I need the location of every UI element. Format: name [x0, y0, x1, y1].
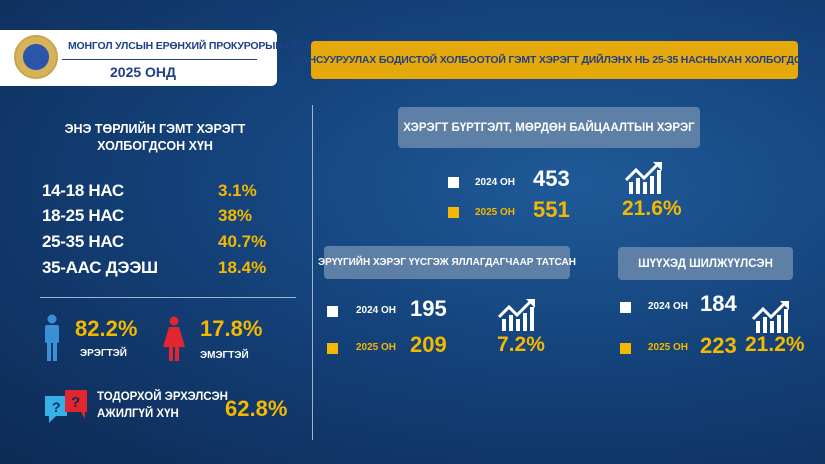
year-2024-label: 2024 ОН [475, 177, 516, 188]
unemployed-percent: 62.8% [225, 396, 288, 421]
section-heading-2: ХОЛБОГДСОН ХҮН [97, 139, 213, 153]
legend-2024-square [327, 306, 338, 317]
age-value: 38% [218, 206, 253, 225]
year-2025-label: 2025 ОН [475, 207, 516, 218]
value-2025: 223 [700, 333, 737, 358]
panel-title-indicted: ЭРҮҮГИЙН ХЭРЭГ ҮҮСГЭЖ ЯЛЛАГДАГЧААР ТАТСА… [318, 246, 576, 279]
question-bubbles-icon: ?? [45, 390, 87, 423]
value-2025: 551 [533, 197, 570, 222]
growth-percent: 21.6% [622, 197, 682, 220]
legend-2024-square [448, 177, 459, 188]
value-2024: 195 [410, 296, 447, 321]
age-value: 18.4% [218, 258, 267, 277]
value-2024: 184 [700, 291, 737, 316]
panel-title-investigation: ХЭРЭГТ БҮРТГЭЛТ, МӨРДӨН БАЙЦААЛТЫН ХЭРЭГ [398, 107, 700, 148]
age-label: 35-ААС ДЭЭШ [42, 258, 158, 277]
legend-2025-square [620, 343, 631, 354]
male-percent: 82.2% [75, 316, 138, 341]
female-percent: 17.8% [200, 316, 263, 341]
age-label: 25-35 НАС [42, 232, 124, 251]
headline-banner: МАНСУУРУУЛАХ БОДИСТОЙ ХОЛБООТОЙ ГЭМТ ХЭР… [293, 41, 817, 79]
growth-chart-icon [625, 162, 662, 194]
header-divider [62, 59, 257, 60]
year-2024-label: 2024 ОН [648, 301, 689, 312]
unemployed-label-1: ТОДОРХОЙ ЭРХЭЛСЭН [97, 391, 228, 403]
legend-2025-square [327, 343, 338, 354]
header-year: 2025 ОНД [110, 64, 177, 80]
panel-title-court: ШҮҮХЭД ШИЛЖҮҮЛСЭН [618, 247, 793, 280]
age-label: 14-18 НАС [42, 181, 124, 200]
vertical-divider [312, 105, 313, 440]
growth-percent: 7.2% [497, 333, 545, 356]
legend-2025-square [448, 207, 459, 218]
legend-2024-square [620, 302, 631, 313]
svg-text:?: ? [52, 399, 61, 415]
svg-text:?: ? [71, 394, 80, 411]
growth-chart-icon [498, 299, 535, 331]
growth-chart-icon [752, 301, 789, 333]
female-label: ЭМЭГТЭЙ [200, 350, 249, 361]
male-label: ЭРЭГТЭЙ [80, 348, 127, 359]
year-2025-label: 2025 ОН [356, 342, 397, 353]
female-icon [163, 316, 185, 361]
value-2024: 453 [533, 166, 570, 191]
age-value: 3.1% [218, 181, 257, 200]
male-icon [45, 314, 59, 361]
divider [40, 297, 296, 298]
unemployed-label-2: АЖИЛГҮЙ ХҮН [97, 408, 179, 420]
growth-percent: 21.2% [745, 333, 805, 356]
year-2025-label: 2025 ОН [648, 342, 689, 353]
value-2025: 209 [410, 332, 447, 357]
section-heading-1: ЭНЭ ТӨРЛИЙН ГЭМТ ХЭРЭГТ [64, 122, 246, 136]
age-value: 40.7% [218, 232, 267, 251]
year-2024-label: 2024 ОН [356, 305, 397, 316]
age-label: 18-25 НАС [42, 206, 124, 225]
prosecutor-emblem-logo [14, 35, 58, 79]
org-title: МОНГОЛ УЛСЫН ЕРӨНХИЙ ПРОКУРОРЫН ГАЗАР [68, 40, 319, 52]
